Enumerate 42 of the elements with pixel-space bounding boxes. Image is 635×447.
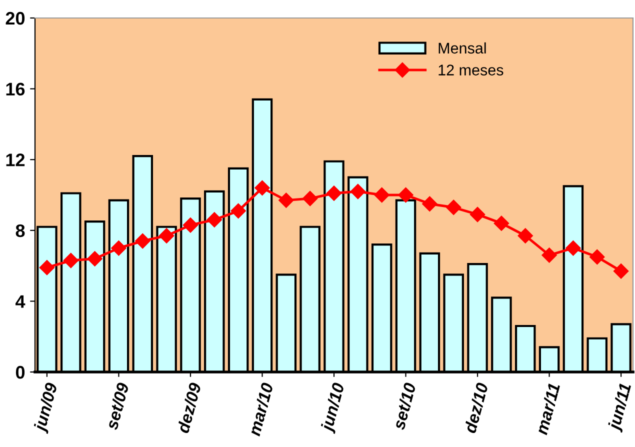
y-tick-label: 12 xyxy=(6,154,25,166)
point xyxy=(590,249,605,265)
x-tick-label: dez/09 xyxy=(176,382,202,434)
point xyxy=(135,233,150,249)
point xyxy=(111,240,126,256)
x-tick-label: jun/09 xyxy=(32,382,61,434)
point xyxy=(446,200,462,215)
point xyxy=(470,206,486,222)
x-tick-label: set/09 xyxy=(105,382,130,430)
x-tick-label: dez/10 xyxy=(464,382,489,434)
x-tick-label: mar/10 xyxy=(248,382,274,437)
point xyxy=(542,248,557,263)
point xyxy=(302,190,318,206)
y-tick-label: 20 xyxy=(6,12,25,25)
point xyxy=(206,212,222,228)
point xyxy=(613,264,629,279)
point xyxy=(254,180,270,196)
point xyxy=(350,184,366,200)
point xyxy=(398,187,414,203)
point xyxy=(278,192,294,208)
point xyxy=(494,216,510,231)
point xyxy=(566,240,581,256)
point xyxy=(87,251,102,266)
point xyxy=(374,187,390,203)
y-tick-label: 8 xyxy=(16,224,25,238)
point xyxy=(518,228,533,244)
x-tick-label: set/10 xyxy=(392,382,416,430)
x-tick-label: jun/10 xyxy=(320,382,348,434)
point xyxy=(230,203,246,218)
legend-label: Mensal xyxy=(438,42,486,54)
point xyxy=(422,196,438,212)
x-tick-label: mar/11 xyxy=(535,382,560,436)
y-tick-label: 16 xyxy=(6,82,25,96)
legend-label: 12 meses xyxy=(438,64,504,76)
x-tick-label: jun/11 xyxy=(607,382,634,433)
point xyxy=(158,228,174,244)
point xyxy=(326,186,342,201)
y-tick-label: 0 xyxy=(16,366,25,379)
point xyxy=(182,218,198,233)
point xyxy=(63,252,78,268)
point xyxy=(39,260,55,276)
y-tick-label: 4 xyxy=(16,295,26,308)
